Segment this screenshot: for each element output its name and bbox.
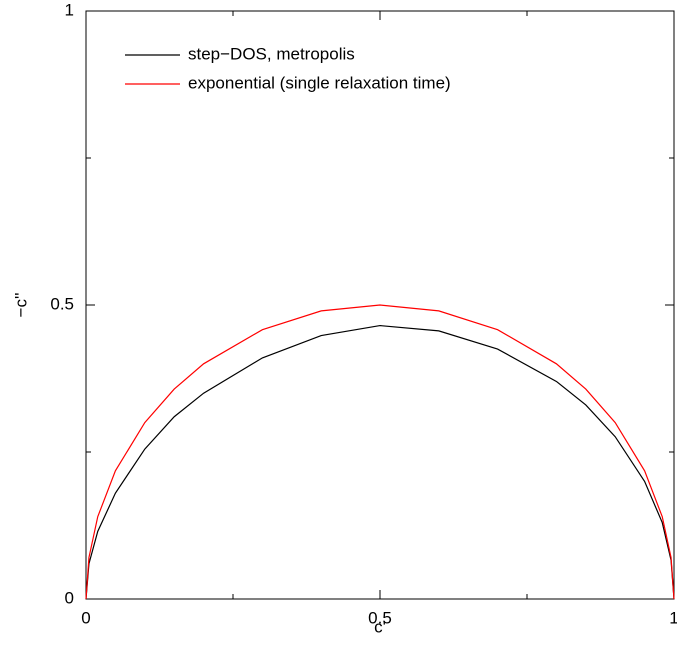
x-tick-label: 0 [81, 608, 90, 627]
y-axis-label: −c'' [11, 293, 30, 318]
x-tick-label: 0.5 [368, 608, 392, 627]
legend-label: exponential (single relaxation time) [188, 73, 451, 92]
legend-label: step−DOS, metropolis [188, 44, 355, 63]
x-tick-label: 1 [669, 608, 677, 627]
y-tick-label: 1 [65, 0, 74, 19]
y-tick-label: 0.5 [50, 294, 74, 313]
series-line [85, 324, 675, 600]
y-tick-label: 0 [65, 588, 74, 607]
x-axis-label: c' [374, 617, 386, 636]
series-line [85, 304, 675, 600]
